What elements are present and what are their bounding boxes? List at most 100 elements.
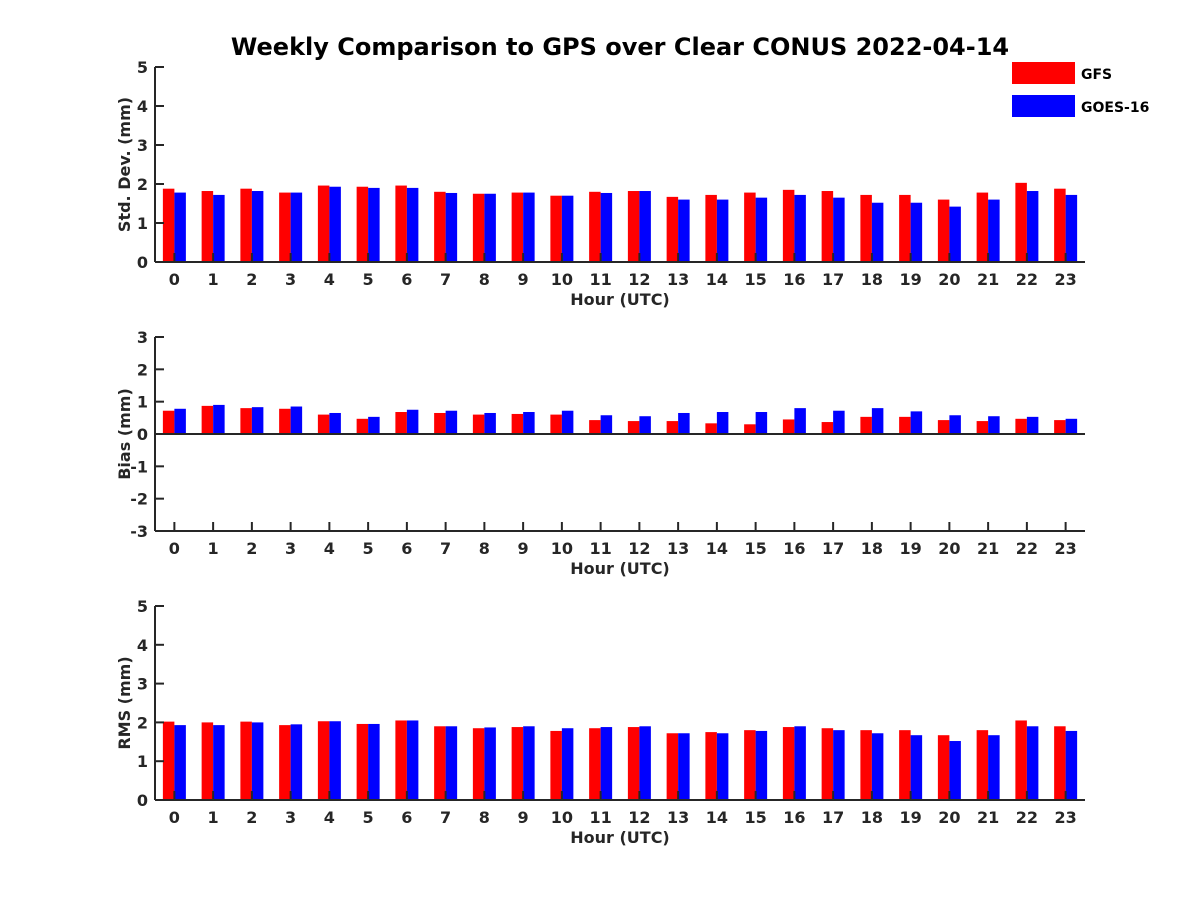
std-dev-x-tick-label: 2	[246, 270, 257, 289]
bias-x-tick-label: 20	[938, 539, 960, 558]
std-dev-bar-gfs-15	[744, 192, 756, 262]
rms-bar-gfs-8	[472, 728, 485, 800]
std-dev-x-tick-label: 21	[977, 270, 999, 289]
rms-bar-goes16-12	[639, 726, 651, 800]
bias-bar-goes16-17	[833, 410, 845, 434]
rms-bar-goes16-4	[329, 721, 341, 800]
bias-x-tick-label: 17	[822, 539, 844, 558]
rms-bar-goes16-1	[213, 725, 225, 800]
rms-bar-gfs-18	[860, 730, 872, 800]
rms-bar-goes16-11	[600, 727, 613, 800]
rms-bar-gfs-1	[201, 722, 214, 800]
rms-bar-gfs-0	[162, 721, 175, 800]
std-dev-x-tick-label: 20	[938, 270, 960, 289]
std-dev-bar-goes16-20	[949, 206, 961, 262]
rms-y-axis-label: RMS (mm)	[115, 656, 134, 749]
rms-bar-gfs-2	[240, 721, 252, 800]
bias-x-tick-label: 11	[589, 539, 611, 558]
rms-x-tick-label: 14	[706, 808, 728, 827]
rms-y-tick-label: 2	[137, 713, 148, 732]
rms-x-tick-label: 4	[324, 808, 335, 827]
std-dev-x-tick-label: 13	[667, 270, 689, 289]
rms-x-tick-label: 1	[208, 808, 219, 827]
bias-x-tick-label: 0	[169, 539, 180, 558]
rms-x-tick-label: 21	[977, 808, 999, 827]
rms-bar-goes16-7	[445, 726, 458, 800]
std-dev-bar-goes16-2	[251, 191, 264, 262]
rms-bar-gfs-9	[511, 727, 524, 800]
std-dev-bar-gfs-3	[279, 192, 291, 262]
std-dev-bar-gfs-8	[472, 193, 485, 262]
std-dev-bar-goes16-12	[639, 191, 651, 262]
bias-bar-gfs-1	[201, 405, 214, 434]
bias-bar-gfs-20	[937, 420, 950, 434]
bias-bar-goes16-11	[600, 415, 613, 434]
rms-x-tick-label: 12	[628, 808, 650, 827]
rms-bar-goes16-14	[716, 733, 729, 800]
bias-bar-goes16-10	[561, 410, 574, 434]
bias-bar-gfs-17	[821, 422, 834, 434]
bias-bar-goes16-21	[988, 416, 1000, 434]
bias-bar-gfs-12	[627, 421, 640, 434]
std-dev-bar-goes16-16	[794, 194, 806, 262]
std-dev-bar-goes16-13	[678, 199, 690, 262]
std-dev-bar-goes16-15	[755, 197, 768, 262]
rms-bar-gfs-15	[744, 730, 756, 800]
bias-x-tick-label: 18	[861, 539, 883, 558]
bias-bar-gfs-2	[240, 408, 252, 434]
bias-bar-gfs-16	[782, 419, 795, 434]
rms-bar-goes16-16	[794, 726, 806, 800]
std-dev-bar-goes16-6	[406, 187, 419, 262]
bias-bar-goes16-8	[484, 412, 496, 434]
bias-bar-goes16-4	[329, 412, 341, 434]
bias-y-axis-label: Bias (mm)	[115, 388, 134, 480]
std-dev-x-tick-label: 8	[479, 270, 490, 289]
bias-x-tick-label: 5	[363, 539, 374, 558]
rms-bar-gfs-16	[782, 727, 795, 800]
bias-bar-goes16-5	[368, 416, 380, 434]
std-dev-x-tick-label: 9	[518, 270, 529, 289]
bias-x-tick-label: 2	[246, 539, 257, 558]
bias-bar-gfs-11	[589, 420, 601, 434]
std-dev-bar-goes16-23	[1065, 194, 1078, 262]
std-dev-bar-goes16-5	[368, 187, 380, 262]
rms-bar-goes16-2	[251, 722, 264, 800]
bias-y-tick-label: -3	[130, 522, 148, 541]
bias-bar-goes16-9	[523, 412, 535, 434]
std-dev-bar-gfs-7	[434, 191, 446, 262]
std-dev-bar-gfs-5	[356, 186, 369, 262]
bias-y-tick-label: -2	[130, 490, 148, 509]
rms-bar-goes16-3	[290, 724, 303, 800]
bias-bar-goes16-13	[678, 412, 690, 434]
legend-swatch-goes16	[1012, 95, 1075, 117]
std-dev-y-tick-label: 3	[137, 136, 148, 155]
bias-bar-goes16-7	[445, 410, 458, 434]
std-dev-y-axis-label: Std. Dev. (mm)	[115, 97, 134, 232]
std-dev-bar-goes16-21	[988, 199, 1000, 262]
rms-bar-goes16-8	[484, 727, 496, 800]
std-dev-bar-gfs-14	[705, 194, 717, 262]
std-dev-bar-gfs-17	[821, 191, 834, 262]
std-dev-x-tick-label: 4	[324, 270, 335, 289]
bias-x-tick-label: 9	[518, 539, 529, 558]
bias-bar-goes16-18	[871, 408, 884, 434]
bias-bar-gfs-21	[976, 421, 989, 434]
std-dev-x-tick-label: 5	[363, 270, 374, 289]
bias-bar-goes16-3	[290, 406, 303, 434]
std-dev-x-tick-label: 12	[628, 270, 650, 289]
bias-bar-goes16-16	[794, 408, 806, 434]
rms-x-tick-label: 9	[518, 808, 529, 827]
rms-bar-goes16-9	[523, 726, 535, 800]
rms-bar-goes16-22	[1026, 726, 1039, 800]
rms-x-tick-label: 6	[401, 808, 412, 827]
rms-bar-goes16-21	[988, 735, 1000, 800]
bias-x-tick-label: 3	[285, 539, 296, 558]
bias-bar-goes16-19	[910, 411, 923, 434]
std-dev-bar-goes16-7	[445, 192, 458, 262]
bias-bar-goes16-6	[406, 409, 419, 434]
bias-x-tick-label: 13	[667, 539, 689, 558]
bias-bar-gfs-8	[472, 414, 485, 434]
std-dev-x-tick-label: 19	[899, 270, 921, 289]
rms-bar-gfs-14	[705, 732, 717, 800]
